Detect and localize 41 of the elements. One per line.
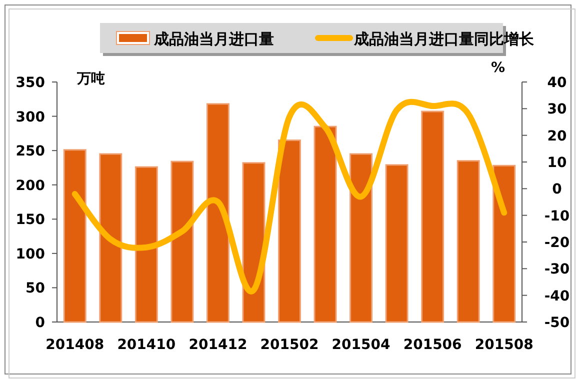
y-tick-label: 300 xyxy=(16,109,46,126)
bar xyxy=(421,110,444,323)
legend-label: 成品油当月进口量 xyxy=(153,30,274,48)
bar xyxy=(63,149,86,323)
y-tick-label: 100 xyxy=(16,246,46,262)
bar xyxy=(456,160,480,323)
y-axis-title: 万吨 xyxy=(76,71,105,87)
bar xyxy=(99,153,122,323)
bar xyxy=(350,153,373,323)
y-tick-label: 350 xyxy=(16,75,46,91)
bar xyxy=(170,160,194,323)
y2-tick-label: -20 xyxy=(544,235,570,251)
x-tick-label: 201502 xyxy=(260,337,319,353)
x-tick-label: 201508 xyxy=(474,337,534,353)
x-tick-label: 201504 xyxy=(332,337,391,353)
legend-label: 成品油当月进口量同比增长 xyxy=(353,30,535,48)
bar xyxy=(206,103,230,323)
bar xyxy=(314,126,337,323)
bar xyxy=(134,166,158,323)
y2-tick-label: 20 xyxy=(547,128,567,144)
y-tick-label: 50 xyxy=(26,280,46,297)
x-tick-label: 201506 xyxy=(403,337,462,353)
y2-tick-label: 0 xyxy=(552,182,562,198)
y2-tick-label: -40 xyxy=(544,288,570,304)
bar xyxy=(385,164,408,323)
bar xyxy=(278,140,301,323)
x-tick-label: 201410 xyxy=(117,337,176,353)
y-tick-label: 150 xyxy=(16,212,46,228)
y2-tick-label: -10 xyxy=(544,208,570,224)
x-tick-label: 201412 xyxy=(188,337,248,353)
y2-tick-label: -50 xyxy=(544,315,570,331)
y-tick-label: 250 xyxy=(16,144,46,160)
y2-tick-label: 30 xyxy=(547,102,567,118)
y2-axis-title: % xyxy=(490,60,506,76)
y2-tick-label: -30 xyxy=(544,262,570,278)
y2-tick-label: 40 xyxy=(547,75,567,91)
bar xyxy=(492,164,516,323)
y2-tick-label: 10 xyxy=(547,155,567,171)
y-tick-label: 200 xyxy=(16,178,46,194)
y-tick-label: 0 xyxy=(35,315,46,331)
x-tick-label: 201408 xyxy=(46,337,104,353)
